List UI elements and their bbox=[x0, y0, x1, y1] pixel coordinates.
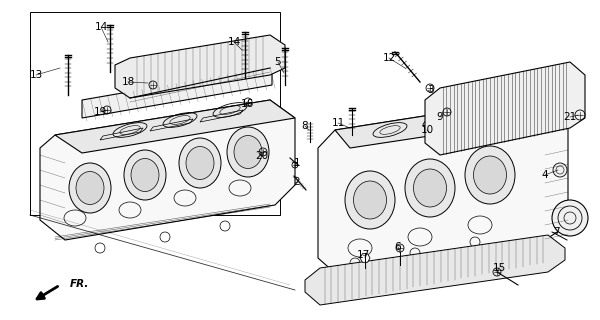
Text: 5: 5 bbox=[275, 57, 281, 67]
Text: FR.: FR. bbox=[70, 279, 89, 289]
Text: 21: 21 bbox=[563, 112, 577, 122]
Text: 8: 8 bbox=[302, 121, 308, 131]
Text: 18: 18 bbox=[121, 77, 134, 87]
Text: 16: 16 bbox=[241, 99, 254, 109]
Text: 15: 15 bbox=[493, 263, 506, 273]
Ellipse shape bbox=[345, 171, 395, 229]
Text: 17: 17 bbox=[356, 250, 370, 260]
Polygon shape bbox=[335, 97, 568, 148]
Text: 13: 13 bbox=[29, 70, 43, 80]
Text: 19: 19 bbox=[94, 107, 107, 117]
Text: 6: 6 bbox=[395, 242, 401, 252]
Text: 12: 12 bbox=[382, 53, 395, 63]
Ellipse shape bbox=[186, 147, 214, 180]
Polygon shape bbox=[318, 97, 568, 273]
Ellipse shape bbox=[234, 135, 262, 169]
Circle shape bbox=[553, 163, 567, 177]
Polygon shape bbox=[82, 67, 272, 118]
Ellipse shape bbox=[353, 181, 386, 219]
Text: 11: 11 bbox=[331, 118, 344, 128]
Ellipse shape bbox=[124, 150, 166, 200]
Text: 2: 2 bbox=[293, 177, 301, 187]
Text: 7: 7 bbox=[553, 227, 559, 237]
Ellipse shape bbox=[131, 158, 159, 191]
Ellipse shape bbox=[405, 159, 455, 217]
Text: 4: 4 bbox=[542, 170, 548, 180]
Text: 9: 9 bbox=[437, 112, 443, 122]
Polygon shape bbox=[305, 235, 565, 305]
Ellipse shape bbox=[473, 156, 506, 194]
Circle shape bbox=[552, 200, 588, 236]
Ellipse shape bbox=[465, 146, 515, 204]
Polygon shape bbox=[55, 100, 295, 153]
Ellipse shape bbox=[69, 163, 111, 213]
Text: 14: 14 bbox=[227, 37, 241, 47]
Ellipse shape bbox=[179, 138, 221, 188]
Text: 14: 14 bbox=[94, 22, 107, 32]
Text: 10: 10 bbox=[421, 125, 434, 135]
Polygon shape bbox=[115, 35, 285, 98]
Text: 3: 3 bbox=[427, 85, 433, 95]
Polygon shape bbox=[425, 62, 585, 155]
Ellipse shape bbox=[76, 172, 104, 204]
Text: 1: 1 bbox=[293, 158, 301, 168]
Polygon shape bbox=[40, 100, 295, 240]
Ellipse shape bbox=[413, 169, 446, 207]
Ellipse shape bbox=[227, 127, 269, 177]
Polygon shape bbox=[360, 254, 370, 262]
Text: 20: 20 bbox=[256, 151, 269, 161]
